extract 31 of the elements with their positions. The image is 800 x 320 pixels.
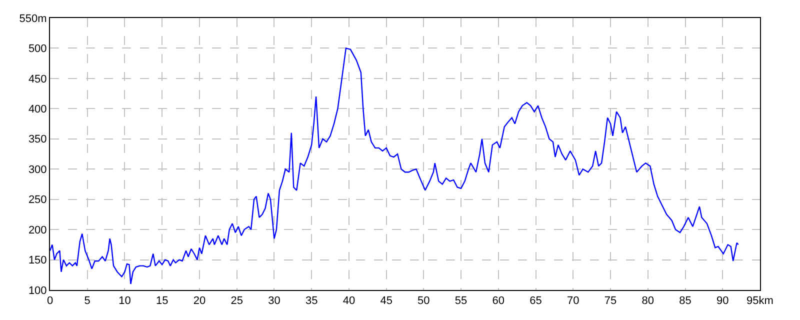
x-tick-label: 60 <box>492 295 505 308</box>
x-tick-label: 70 <box>567 295 580 308</box>
x-tick-label: 55 <box>454 295 468 308</box>
x-tick-label: 85 <box>679 295 692 308</box>
x-tick-label: 35 <box>305 295 318 308</box>
y-tick-label: 150 <box>28 254 47 267</box>
y-tick-label: 550m <box>19 12 47 25</box>
x-tick-label: 20 <box>193 295 206 308</box>
x-tick-label: 15 <box>156 295 168 308</box>
y-tick-label: 250 <box>28 194 47 206</box>
x-tick-label: 65 <box>530 295 542 308</box>
line-series <box>50 48 739 285</box>
x-tick-label: 80 <box>642 295 654 308</box>
x-tick-label: 5 <box>84 295 90 308</box>
x-tick-label: 95km <box>746 295 774 308</box>
x-tick-label: 90 <box>716 295 729 308</box>
x-tick-label: 50 <box>418 295 430 308</box>
x-tick-label: 30 <box>268 295 280 308</box>
y-tick-label: 350 <box>28 134 47 146</box>
y-tick-label: 100 <box>28 284 47 297</box>
x-tick-label: 10 <box>118 295 131 308</box>
y-tick-label: 500 <box>28 43 47 56</box>
y-tick-label: 450 <box>28 73 47 86</box>
y-tick-label: 200 <box>28 224 47 236</box>
x-tick-label: 40 <box>342 295 356 308</box>
x-tick-label: 0 <box>46 295 54 308</box>
x-tick-label: 25 <box>230 295 243 308</box>
y-tick-label: 300 <box>28 164 47 176</box>
x-tick-label: 75 <box>604 295 617 308</box>
x-tick-label: 45 <box>380 295 392 308</box>
y-tick-label: 400 <box>28 104 47 116</box>
